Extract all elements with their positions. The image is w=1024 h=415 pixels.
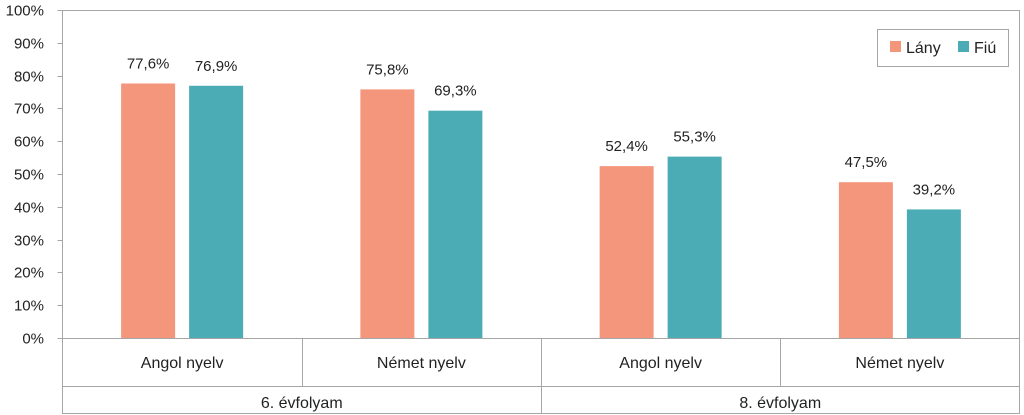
data-label: 52,4% — [605, 138, 648, 155]
y-tick-label: 100% — [6, 3, 44, 20]
data-label: 69,3% — [434, 83, 477, 100]
x-group-label: 6. évfolyam — [261, 395, 343, 412]
y-tick-label: 50% — [14, 167, 44, 184]
x-category-label: Angol nyelv — [141, 355, 224, 372]
legend-label: Fiú — [974, 40, 996, 57]
bar-fiu — [428, 110, 483, 338]
legend-swatch-fiu — [958, 41, 969, 52]
y-tick-label: 90% — [14, 36, 44, 53]
y-tick-label: 70% — [14, 101, 44, 118]
legend-label: Lány — [906, 40, 941, 57]
data-label: 39,2% — [913, 181, 956, 198]
bar-lany — [360, 89, 415, 338]
x-group-label: 8. évfolyam — [739, 395, 821, 412]
y-tick-label: 60% — [14, 134, 44, 151]
data-label: 47,5% — [845, 154, 888, 171]
y-tick-label: 20% — [14, 265, 44, 282]
y-tick-label: 80% — [14, 69, 44, 86]
y-tick-label: 40% — [14, 200, 44, 217]
data-label: 55,3% — [673, 129, 716, 146]
data-label: 75,8% — [366, 61, 409, 78]
y-tick-label: 30% — [14, 233, 44, 250]
bar-lany — [121, 83, 176, 338]
bar-lany — [599, 166, 654, 338]
bar-fiu — [667, 156, 722, 338]
bar-lany — [838, 182, 893, 338]
data-label: 76,9% — [195, 58, 238, 75]
bar-fiu — [906, 209, 961, 338]
x-category-label: Német nyelv — [855, 355, 944, 372]
y-tick-label: 0% — [22, 331, 44, 348]
x-category-label: Német nyelv — [377, 355, 466, 372]
data-label: 77,6% — [127, 55, 170, 72]
bar-fiu — [189, 85, 244, 338]
x-category-label: Angol nyelv — [619, 355, 702, 372]
legend-swatch-lany — [890, 41, 901, 52]
y-tick-label: 10% — [14, 298, 44, 315]
